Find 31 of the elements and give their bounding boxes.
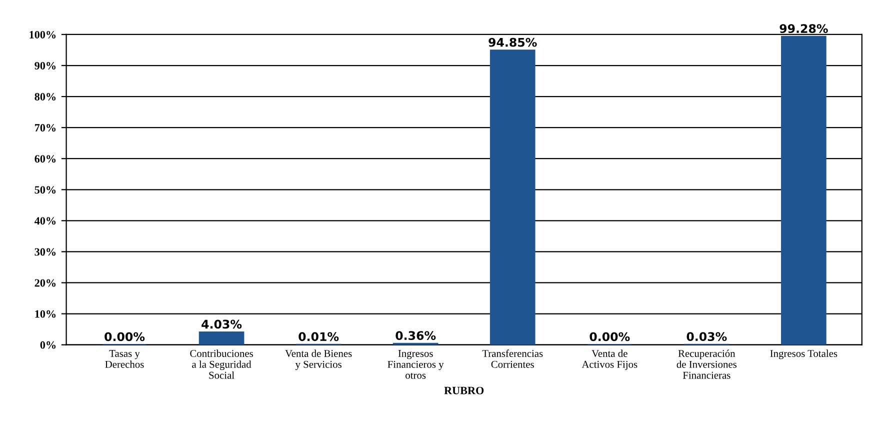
data-label: 0.03%: [686, 332, 727, 342]
bar: [490, 50, 536, 345]
x-tick-label: Recuperación de Inversiones Financieras: [676, 350, 737, 379]
data-label: 4.03%: [202, 320, 242, 329]
y-tick-label: 60%: [34, 155, 56, 163]
y-tick-label: 90%: [34, 62, 56, 70]
x-tick-label: Ingresos Financieros y otros: [388, 350, 444, 379]
y-tick-label: 10%: [35, 310, 56, 318]
x-tick-label: Transferencias Corrientes: [482, 350, 543, 368]
x-tick-label: Venta de Bienes y Servicios: [285, 350, 352, 370]
x-tick-label: Contribuciones a la Seguridad Social: [190, 350, 253, 379]
y-tick-label: 0%: [40, 341, 56, 349]
y-tick-label: 80%: [34, 93, 56, 101]
x-tick-label: Ingresos Totales: [770, 350, 838, 360]
bar: [781, 36, 826, 345]
data-label: 94.85%: [488, 38, 537, 47]
data-label: 99.28%: [780, 24, 828, 34]
data-label: 0.00%: [590, 332, 630, 342]
data-label: 0.00%: [104, 332, 145, 342]
x-axis-title: RUBRO: [444, 386, 484, 394]
data-label: 0.36%: [396, 331, 436, 340]
y-tick-label: 20%: [34, 279, 56, 287]
y-tick-label: 40%: [34, 217, 56, 225]
data-label: 0.01%: [298, 332, 339, 342]
x-tick-label: Venta de Activos Fijos: [582, 350, 638, 370]
y-tick-label: 30%: [34, 248, 56, 256]
bar: [198, 331, 244, 345]
y-tick-label: 70%: [34, 124, 56, 132]
y-tick-label: 50%: [34, 186, 56, 194]
x-tick-label: Tasas y Derechos: [105, 350, 144, 368]
y-tick-label: 100%: [30, 30, 56, 38]
